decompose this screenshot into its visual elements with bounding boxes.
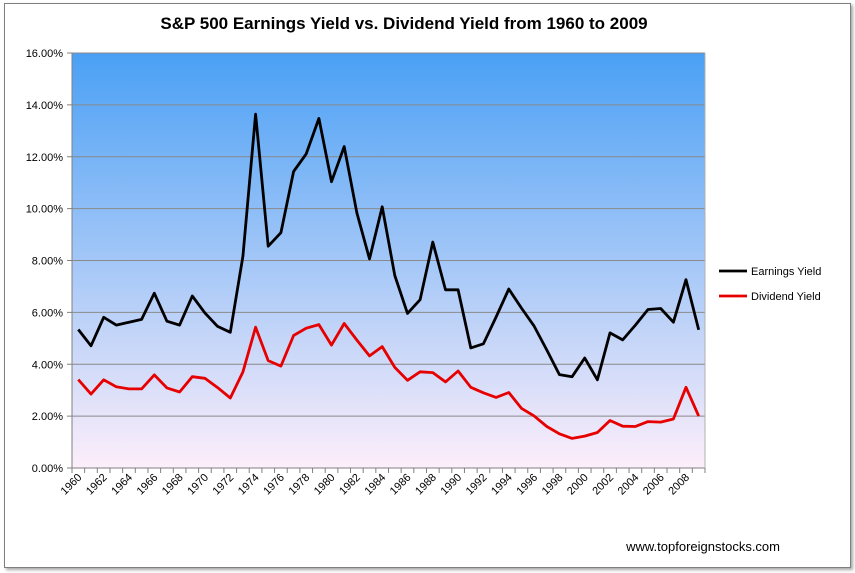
x-tick-label: 2002 [590, 472, 616, 498]
y-tick-label: 16.00% [26, 48, 64, 60]
x-tick-labels: 1960 1962 1964 1966 1968 1970 1972 1974 1976 1978… [59, 472, 692, 498]
x-tick-label: 1968 [160, 472, 186, 498]
x-tick-label: 1998 [540, 472, 566, 498]
gridlines [67, 52, 705, 469]
x-tick-label: 1994 [489, 472, 515, 498]
legend: Earnings Yield Dividend Yield [719, 266, 821, 303]
x-tick-label: 2004 [616, 472, 642, 498]
y-tick-label: 2.00% [32, 411, 63, 423]
x-tick-label: 1990 [438, 472, 464, 498]
x-tick-label: 2008 [666, 472, 692, 498]
x-tick-label: 1966 [135, 472, 161, 498]
legend-label: Earnings Yield [751, 266, 821, 278]
x-tick-label: 1960 [59, 472, 85, 498]
series-lines [77, 112, 701, 440]
x-tick-label: 1964 [109, 472, 135, 498]
y-tick-label: 6.00% [32, 307, 63, 319]
source-credit: www.topforeignstocks.com [625, 539, 780, 554]
x-tick-label: 1972 [211, 472, 237, 498]
x-tick-label: 1976 [261, 472, 287, 498]
x-tick-label: 1974 [236, 472, 262, 498]
y-tick-labels: 0.00% 2.00% 4.00% 6.00% 8.00% 10.00% 12.00% 14.… [26, 48, 64, 475]
y-tick-label: 10.00% [26, 204, 64, 216]
x-tick-label: 1970 [185, 472, 211, 498]
axes [71, 53, 706, 473]
y-tick-label: 4.00% [32, 359, 63, 371]
x-tick-label: 1988 [413, 472, 439, 498]
series-line-0 [77, 112, 701, 382]
x-tick-label: 2006 [641, 472, 667, 498]
chart-title: S&P 500 Earnings Yield vs. Dividend Yiel… [160, 14, 647, 33]
x-tick-label: 1984 [362, 472, 388, 498]
legend-label: Dividend Yield [751, 291, 821, 303]
y-tick-label: 8.00% [32, 256, 63, 268]
x-tick-label: 1962 [84, 472, 110, 498]
y-tick-label: 14.00% [26, 100, 64, 112]
y-tick-label: 12.00% [26, 152, 64, 164]
x-tick-label: 1986 [388, 472, 414, 498]
x-tick-label: 1982 [337, 472, 363, 498]
x-tick-label: 1978 [287, 472, 313, 498]
x-tick-label: 2000 [565, 472, 591, 498]
x-tick-label: 1996 [514, 472, 540, 498]
x-tick-label: 1992 [464, 472, 490, 498]
x-tick-label: 1980 [312, 472, 338, 498]
y-tick-label: 0.00% [32, 463, 63, 475]
series-line-1 [77, 322, 700, 440]
